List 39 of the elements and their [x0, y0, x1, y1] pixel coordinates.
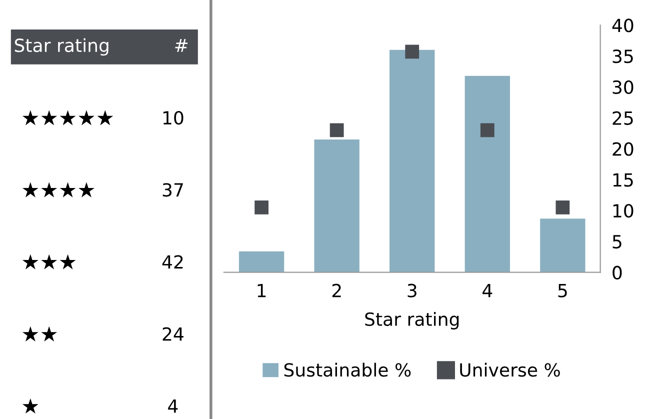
- x-tick-label: 1: [258, 284, 266, 298]
- bar: [540, 218, 586, 272]
- y-tick-label: 30: [612, 80, 634, 94]
- legend-label: Sustainable %: [284, 362, 411, 377]
- y-tick-label: 35: [612, 50, 633, 64]
- y-tick-label: 25: [612, 111, 633, 125]
- point: [330, 123, 344, 138]
- text: ★★★: [22, 254, 76, 270]
- x-tick-label: 5: [558, 284, 567, 298]
- text: ★: [22, 398, 38, 414]
- text: 37: [162, 183, 183, 197]
- point: [556, 200, 570, 214]
- x-tick-label: 4: [482, 284, 492, 298]
- y-tick-label: 10: [613, 204, 634, 218]
- text: ★★: [22, 326, 58, 342]
- text: #: [175, 38, 188, 52]
- bar: [238, 251, 284, 272]
- x-tick-label: 3: [408, 284, 416, 298]
- x-axis-title: Star rating: [365, 312, 459, 330]
- text: ★★★★★: [22, 110, 114, 126]
- text: 24: [162, 327, 184, 341]
- point: [480, 123, 494, 138]
- y-tick-label: 20: [612, 142, 634, 156]
- text: ★★★★: [22, 182, 94, 198]
- y-tick-label: 40: [612, 18, 634, 32]
- legend-label: Universe %: [460, 362, 560, 377]
- text: 42: [162, 255, 183, 269]
- text: Star rating: [14, 38, 108, 56]
- y-tick-label: 0: [612, 266, 622, 280]
- bar: [390, 50, 435, 272]
- bar: [464, 76, 510, 272]
- point: [405, 44, 420, 59]
- bar: [314, 139, 360, 272]
- y-tick-label: 15: [613, 173, 633, 187]
- y-tick-label: 5: [612, 235, 622, 249]
- x-tick-label: 2: [332, 284, 341, 298]
- text: 4: [168, 400, 178, 413]
- text: 10: [163, 110, 184, 125]
- point: [254, 200, 268, 214]
